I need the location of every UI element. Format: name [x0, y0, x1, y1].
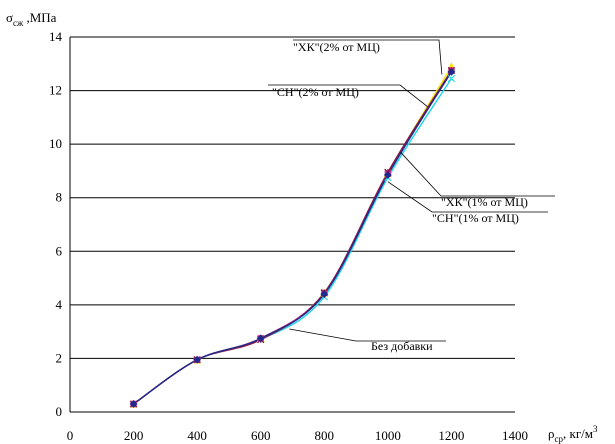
axes — [69, 37, 515, 413]
data-point-s3-p5 — [447, 74, 456, 83]
callout-label-3: "СН"(1% от МЦ) — [432, 211, 519, 225]
callout-leader-0 — [293, 39, 443, 75]
y-tick-label-6: 12 — [49, 83, 62, 98]
x-axis-title: ρср, кг/м3 — [548, 424, 598, 444]
data-point-s0-p4 — [383, 171, 392, 179]
y-tick-label-5: 10 — [49, 136, 62, 151]
series-line-1 — [133, 70, 453, 405]
callout-leader-1 — [268, 84, 428, 107]
y-tick-label-1: 2 — [56, 350, 63, 365]
series-line-4 — [133, 70, 453, 405]
series-line-0 — [133, 71, 453, 405]
series-markers — [129, 62, 456, 408]
data-point-s0-p2 — [256, 334, 265, 343]
callout-label-4: Без добавки — [371, 339, 433, 353]
series-lines — [133, 66, 453, 405]
x-tick-label-4: 800 — [315, 428, 335, 443]
x-tick-label-6: 1200 — [438, 428, 464, 443]
series-line-3 — [133, 78, 453, 405]
x-tick-label-0: 0 — [67, 428, 74, 443]
x-tick-label-7: 1400 — [502, 428, 528, 443]
y-tick-label-7: 14 — [49, 29, 63, 44]
data-point-s0-p3 — [320, 290, 329, 299]
y-tick-label-4: 8 — [56, 190, 63, 205]
callout-label-1: "СН"(2% от МЦ) — [272, 85, 359, 99]
data-point-s0-p1 — [193, 355, 202, 364]
x-tick-label-3: 600 — [251, 428, 271, 443]
callout-label-2: "ХК"(1% от МЦ) — [441, 195, 528, 209]
grid-lines — [70, 36, 515, 359]
callout-leader-4 — [289, 328, 446, 342]
y-tick-label-2: 4 — [56, 297, 63, 312]
tick-labels: 0 2 4 6 8 10 12 14 0 200 400 600 800 1000 1200 1400 — [49, 29, 528, 443]
y-axis-title: σсж ,МПа — [6, 10, 57, 28]
callout-label-0: "ХК"(2% от МЦ) — [293, 40, 380, 54]
data-point-s0-p5 — [447, 67, 456, 76]
data-point-s0-p0 — [129, 400, 138, 408]
y-tick-label-0: 0 — [56, 404, 63, 419]
callouts: "ХК"(2% от МЦ) "СН"(2% от МЦ) "ХК"(1% от М… — [268, 39, 555, 353]
x-tick-label-5: 1000 — [375, 428, 401, 443]
callout-leader-2 — [400, 151, 555, 197]
series-line-2 — [133, 66, 453, 405]
x-tick-label-1: 200 — [124, 428, 144, 443]
callout-leader-3 — [387, 181, 548, 213]
x-tick-label-2: 400 — [187, 428, 207, 443]
y-tick-label-3: 6 — [56, 243, 63, 258]
